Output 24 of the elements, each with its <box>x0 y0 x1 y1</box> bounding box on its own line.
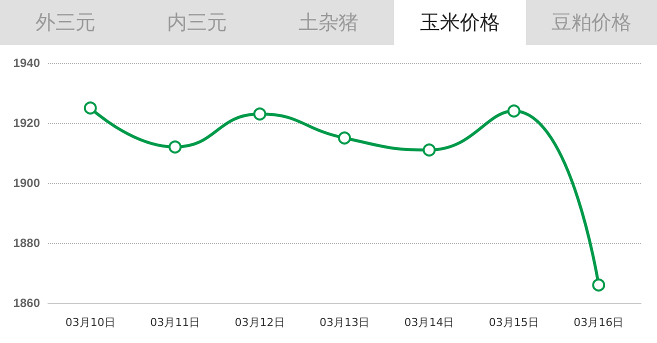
chart-title: 玉米价格 <box>394 0 526 45</box>
x-tick-label: 03月10日 <box>65 316 116 329</box>
point <box>253 108 266 120</box>
x-tick-label: 03月12日 <box>234 316 285 329</box>
point <box>507 104 520 118</box>
point <box>84 102 97 114</box>
text: 土杂猪 <box>298 9 360 36</box>
y-tick-label: 1940 <box>13 56 40 70</box>
point <box>592 278 606 292</box>
text: 外三元 <box>34 9 97 36</box>
point <box>168 140 182 154</box>
point <box>422 144 436 156</box>
x-tick-label: 03月14日 <box>404 316 454 329</box>
x-tick-label: 03月13日 <box>320 316 370 329</box>
y-tick-label: 1920 <box>13 116 40 130</box>
point <box>338 132 351 144</box>
x-tick-label: 03月16日 <box>574 316 624 329</box>
y-tick-label: 1900 <box>13 176 40 190</box>
text: 豆粕价格 <box>550 9 632 36</box>
y-tick-label: 1880 <box>13 236 40 250</box>
text: 内三元 <box>166 9 228 36</box>
y-tick-label: 1860 <box>13 296 40 310</box>
x-tick-label: 03月15日 <box>488 316 539 329</box>
x-tick-label: 03月11日 <box>150 316 200 329</box>
